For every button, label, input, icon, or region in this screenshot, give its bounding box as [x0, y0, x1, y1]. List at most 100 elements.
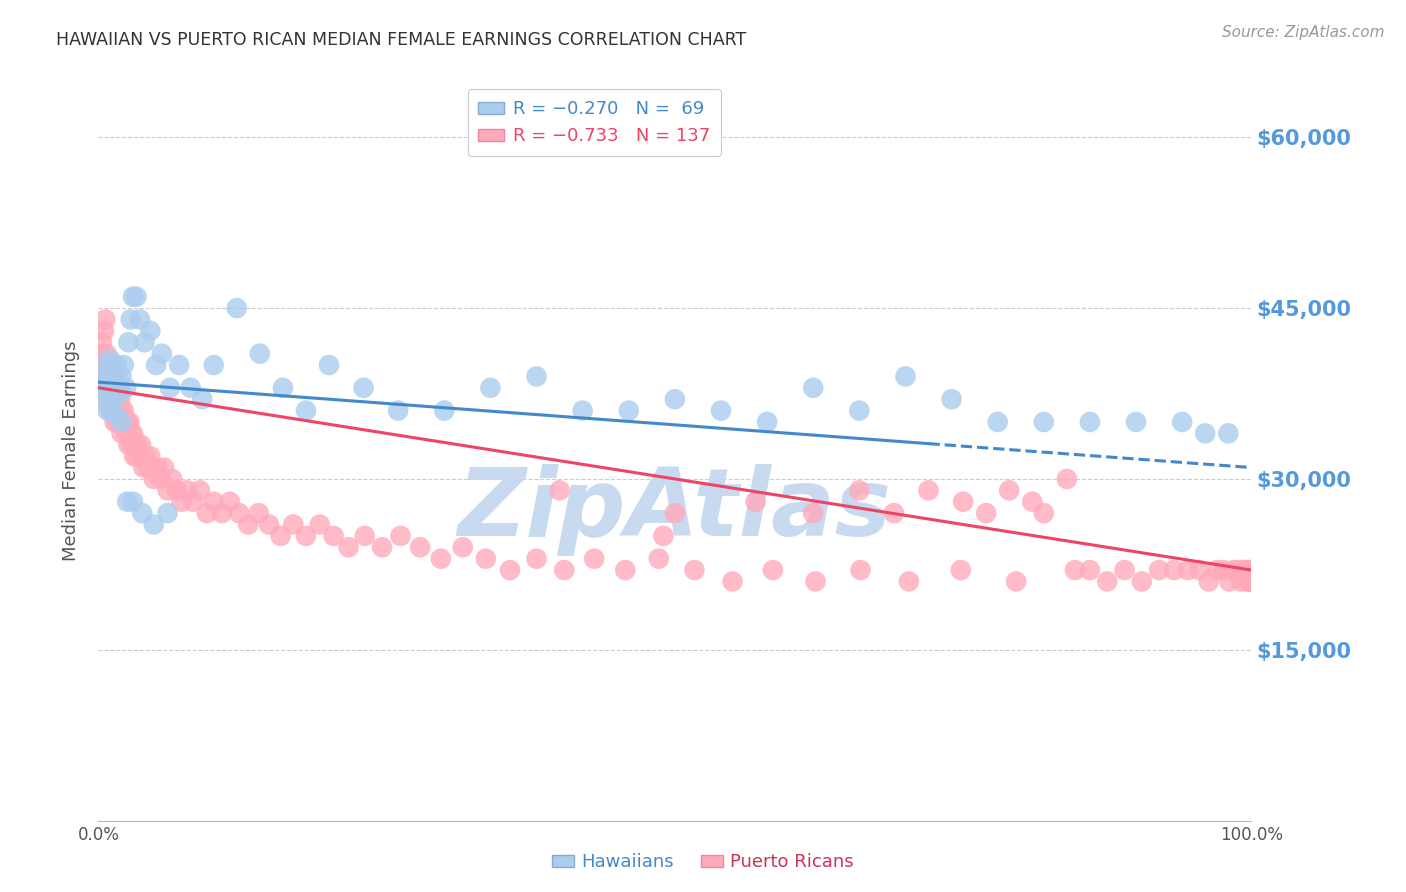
- Point: [756, 415, 779, 429]
- Point: [1237, 563, 1260, 577]
- Point: [115, 381, 138, 395]
- Point: [1234, 563, 1257, 577]
- Point: [105, 415, 128, 429]
- Point: [167, 358, 190, 372]
- Point: [125, 290, 148, 304]
- Point: [710, 403, 733, 417]
- Point: [1188, 563, 1211, 577]
- Point: [103, 375, 125, 389]
- Point: [96, 381, 118, 395]
- Legend: R = −0.270   N =  69, R = −0.733   N = 137: R = −0.270 N = 69, R = −0.733 N = 137: [468, 89, 721, 156]
- Point: [107, 403, 129, 417]
- Point: [883, 506, 905, 520]
- Point: [202, 358, 225, 372]
- Point: [1078, 563, 1101, 577]
- Point: [475, 551, 498, 566]
- Point: [1056, 472, 1078, 486]
- Point: [142, 517, 165, 532]
- Point: [100, 392, 122, 407]
- Point: [894, 369, 917, 384]
- Point: [1239, 563, 1261, 577]
- Point: [93, 324, 115, 338]
- Text: Source: ZipAtlas.com: Source: ZipAtlas.com: [1222, 25, 1385, 40]
- Point: [652, 529, 675, 543]
- Point: [499, 563, 522, 577]
- Point: [1021, 494, 1043, 508]
- Point: [295, 529, 318, 543]
- Point: [94, 312, 117, 326]
- Point: [1223, 563, 1246, 577]
- Point: [120, 426, 142, 441]
- Point: [105, 409, 128, 424]
- Point: [1230, 574, 1253, 589]
- Point: [318, 358, 340, 372]
- Point: [1218, 574, 1240, 589]
- Point: [129, 312, 152, 326]
- Point: [553, 563, 575, 577]
- Point: [648, 551, 671, 566]
- Point: [153, 460, 176, 475]
- Point: [94, 358, 117, 372]
- Point: [952, 494, 974, 508]
- Point: [1218, 426, 1240, 441]
- Point: [218, 494, 240, 508]
- Point: [117, 335, 139, 350]
- Text: HAWAIIAN VS PUERTO RICAN MEDIAN FEMALE EARNINGS CORRELATION CHART: HAWAIIAN VS PUERTO RICAN MEDIAN FEMALE E…: [56, 31, 747, 49]
- Point: [121, 438, 143, 452]
- Point: [103, 415, 125, 429]
- Point: [176, 483, 198, 498]
- Point: [110, 426, 132, 441]
- Point: [104, 403, 127, 417]
- Point: [139, 324, 162, 338]
- Point: [110, 392, 132, 407]
- Point: [103, 392, 125, 407]
- Point: [98, 403, 121, 417]
- Point: [804, 574, 827, 589]
- Point: [848, 403, 870, 417]
- Point: [156, 506, 179, 520]
- Point: [117, 438, 139, 452]
- Point: [1097, 574, 1119, 589]
- Point: [108, 386, 131, 401]
- Point: [1125, 415, 1147, 429]
- Point: [1114, 563, 1136, 577]
- Point: [801, 381, 824, 395]
- Point: [97, 392, 120, 407]
- Point: [308, 517, 330, 532]
- Point: [1032, 506, 1054, 520]
- Point: [211, 506, 233, 520]
- Point: [115, 426, 138, 441]
- Point: [149, 472, 172, 486]
- Point: [430, 551, 453, 566]
- Point: [136, 460, 159, 475]
- Point: [93, 369, 115, 384]
- Point: [101, 381, 124, 395]
- Point: [451, 541, 474, 555]
- Point: [1236, 574, 1258, 589]
- Point: [97, 381, 120, 395]
- Point: [97, 403, 120, 417]
- Point: [1177, 563, 1199, 577]
- Point: [112, 358, 135, 372]
- Point: [146, 460, 169, 475]
- Point: [134, 335, 156, 350]
- Point: [917, 483, 939, 498]
- Point: [125, 449, 148, 463]
- Point: [987, 415, 1010, 429]
- Point: [617, 403, 640, 417]
- Point: [135, 449, 157, 463]
- Point: [257, 517, 280, 532]
- Point: [1226, 563, 1249, 577]
- Point: [108, 381, 131, 395]
- Point: [614, 563, 637, 577]
- Point: [110, 403, 132, 417]
- Point: [283, 517, 305, 532]
- Point: [117, 415, 139, 429]
- Point: [744, 494, 766, 508]
- Point: [91, 392, 114, 407]
- Point: [897, 574, 920, 589]
- Point: [571, 403, 593, 417]
- Point: [409, 541, 432, 555]
- Point: [97, 369, 120, 384]
- Point: [526, 551, 548, 566]
